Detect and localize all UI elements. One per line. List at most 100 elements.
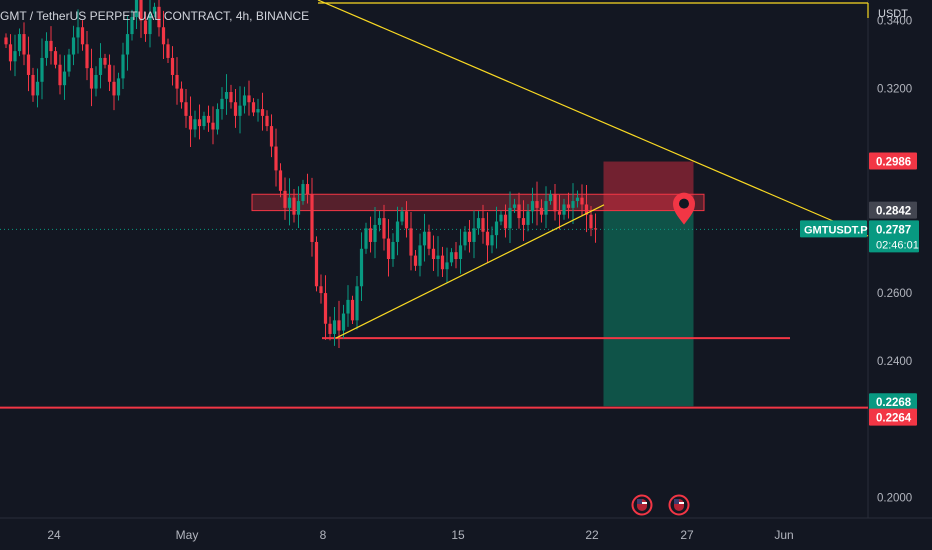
candle-body bbox=[229, 92, 233, 103]
y-tick-label: 0.2000 bbox=[877, 493, 912, 505]
candle-body bbox=[395, 221, 400, 242]
candle-body bbox=[107, 64, 112, 82]
candle-body bbox=[296, 201, 301, 215]
x-tick-label: 24 bbox=[47, 528, 61, 542]
resistance-zone bbox=[251, 193, 705, 212]
candle-body bbox=[467, 231, 472, 242]
candle-body bbox=[391, 241, 395, 259]
candle-body bbox=[341, 313, 346, 331]
candle-body bbox=[170, 57, 175, 75]
y-tick-label: 0.2400 bbox=[877, 356, 912, 368]
candle-body bbox=[512, 204, 517, 208]
candle-body bbox=[355, 286, 359, 321]
price-label-0-2264: 0.2264 bbox=[876, 413, 912, 425]
candle-body bbox=[44, 40, 49, 58]
candle-body bbox=[526, 211, 530, 225]
candle-body bbox=[58, 64, 62, 86]
candle-body bbox=[575, 197, 580, 202]
y-tick-label: 0.3200 bbox=[877, 84, 912, 96]
candle-body bbox=[422, 231, 427, 246]
candle-body bbox=[17, 34, 22, 52]
candle-body bbox=[337, 320, 341, 331]
candle-body bbox=[274, 146, 278, 171]
candle-body bbox=[476, 218, 481, 229]
candle-body bbox=[211, 122, 215, 130]
candle-body bbox=[161, 27, 166, 45]
candle-body bbox=[472, 228, 476, 242]
candle-body bbox=[4, 37, 8, 45]
candle-body bbox=[233, 102, 238, 116]
candle-body bbox=[503, 214, 508, 229]
symbol-label-box bbox=[800, 220, 867, 238]
candle-body bbox=[134, 0, 139, 18]
candle-body bbox=[409, 228, 413, 256]
candle-body bbox=[557, 211, 562, 215]
candle-body bbox=[350, 299, 355, 321]
candle-body bbox=[553, 194, 557, 212]
y-tick-label: 0.3400 bbox=[877, 15, 912, 27]
price-label-0-2268: 0.2268 bbox=[876, 397, 912, 409]
candle-body bbox=[485, 231, 490, 246]
candle-body bbox=[517, 204, 521, 219]
candle-body bbox=[328, 323, 332, 334]
candle-body bbox=[242, 95, 247, 106]
candle-body bbox=[521, 218, 526, 225]
candle-body bbox=[103, 57, 107, 65]
candle-body bbox=[571, 201, 575, 208]
candle-body bbox=[80, 27, 85, 45]
candle-body bbox=[22, 34, 26, 55]
candle-body bbox=[431, 248, 436, 259]
candle-body bbox=[206, 115, 211, 123]
y-tick-label: 0.2600 bbox=[877, 288, 912, 300]
candle-body bbox=[251, 102, 256, 113]
candle-body bbox=[530, 201, 535, 212]
candle-body bbox=[310, 194, 314, 242]
candle-body bbox=[548, 194, 553, 202]
candle-body bbox=[202, 115, 206, 127]
price-label-box bbox=[869, 201, 917, 219]
current-price-box bbox=[869, 220, 919, 253]
candle-body bbox=[481, 218, 485, 232]
candle-body bbox=[494, 221, 499, 236]
currency-label: USDT bbox=[878, 8, 908, 20]
candle-body bbox=[436, 255, 440, 259]
candle-body bbox=[112, 81, 116, 96]
candle-body bbox=[62, 71, 67, 86]
candle-body bbox=[130, 17, 134, 35]
candle-body bbox=[458, 245, 463, 259]
candle-body bbox=[413, 255, 418, 266]
take-profit-zone bbox=[603, 210, 694, 407]
candle-body bbox=[89, 68, 94, 89]
x-tick-label: Jun bbox=[774, 528, 793, 542]
candle-body bbox=[332, 320, 337, 334]
price-label-box bbox=[869, 408, 917, 426]
candle-body bbox=[427, 231, 431, 249]
candle-body bbox=[445, 262, 449, 270]
candle-body bbox=[562, 204, 566, 215]
candle-body bbox=[539, 207, 544, 215]
candle-body bbox=[449, 252, 454, 263]
candle-body bbox=[53, 51, 58, 65]
alert-pin-icon bbox=[673, 192, 695, 225]
candle-body bbox=[238, 105, 242, 116]
candle-body bbox=[490, 235, 494, 246]
candle-body bbox=[301, 184, 305, 202]
candle-body bbox=[49, 40, 53, 52]
candle-body bbox=[152, 6, 157, 14]
candle-body bbox=[292, 197, 296, 215]
candle-body bbox=[382, 218, 386, 239]
candle-body bbox=[440, 255, 445, 270]
candle-body bbox=[377, 218, 382, 225]
x-tick-label: 8 bbox=[320, 528, 327, 542]
candle-body bbox=[76, 27, 80, 38]
price-label-box bbox=[869, 393, 917, 411]
candle-body bbox=[386, 238, 391, 259]
candle-body bbox=[143, 20, 148, 35]
candle-body bbox=[287, 197, 292, 208]
x-tick-label: 27 bbox=[680, 528, 694, 542]
price-label-box bbox=[869, 152, 917, 170]
candle-body bbox=[418, 245, 422, 266]
chart-title: GMT / TetherUS PERPETUAL CONTRACT, 4h, B… bbox=[0, 9, 310, 23]
candle-body bbox=[404, 211, 409, 229]
